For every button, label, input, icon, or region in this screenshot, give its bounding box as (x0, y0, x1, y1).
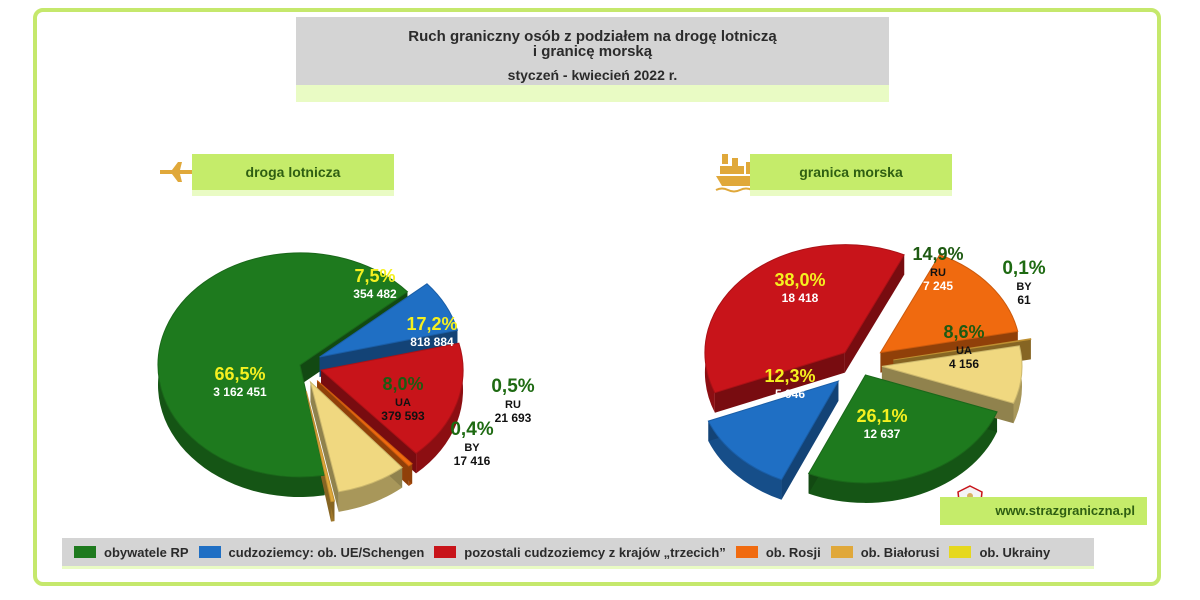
pie-chart-sea: 26,1%12 637 12,3%5 946 38,0%18 418 14,9% RU7… (704, 244, 1046, 503)
title-subtitle: styczeń - kwiecień 2022 r. (507, 67, 678, 83)
website-link[interactable]: www.strazgraniczna.pl (940, 497, 1147, 525)
legend: obywatele RP cudzoziemcy: ob. UE/Schengen… (62, 538, 1094, 566)
pie-slice-wall (844, 254, 905, 373)
pie-slice-eu (707, 380, 840, 481)
pie-slice-third (704, 244, 905, 394)
pie-code-label: BY (1016, 281, 1032, 293)
pie-slice-eu (319, 283, 459, 358)
pie-slice-wall (310, 382, 339, 512)
pie-slice-pl (157, 252, 409, 478)
section-strip-sea (750, 190, 952, 196)
pie-code-label: BY (464, 442, 480, 454)
pie-slice-ru (879, 254, 1019, 354)
pie-slice-side (708, 421, 782, 500)
pie-pct-label: 8,6% (943, 322, 984, 342)
legend-swatch (434, 546, 457, 558)
pie-pct-label: 17,2% (406, 314, 457, 334)
pie-slice-ru (316, 380, 413, 467)
legend-item: cudzoziemcy: ob. UE/Schengen (198, 544, 425, 560)
pie-value-label: 17 416 (454, 454, 491, 468)
pie-value-label: 61 (1017, 293, 1031, 307)
legend-swatch (198, 546, 221, 558)
legend-item: ob. Ukrainy (949, 545, 1050, 560)
legend-item: pozostali cudzoziemcy z krajów „trzecich… (434, 545, 726, 560)
pie-pct-label: 66,5% (214, 364, 265, 384)
legend-label: pozostali cudzoziemcy z krajów „trzecich… (464, 544, 726, 560)
legend-label: ob. Rosji (765, 544, 821, 560)
pie-value-label: 18 418 (782, 291, 819, 305)
pie-value-label: 818 884 (410, 335, 454, 349)
pie-pct-label: 0,5% (491, 376, 534, 397)
pie-value-label: 3 162 451 (213, 385, 267, 399)
legend-label: obywatele RP (104, 544, 189, 560)
pie-pct-label: 14,9% (912, 244, 963, 264)
pie-code-label: RU (930, 267, 946, 279)
legend-label: ob. Białorusi (860, 544, 940, 560)
pie-value-label: 379 593 (381, 409, 425, 423)
title-box: Ruch graniczny osób z podziałem na drogę… (296, 17, 889, 85)
pie-slice-by (305, 391, 336, 503)
pie-code-label: UA (956, 345, 972, 357)
title-line-1: Ruch graniczny osób z podziałem na drogę… (408, 28, 777, 45)
title-strip (296, 85, 889, 102)
pie-pct-label: 0,4% (450, 419, 493, 440)
section-header-sea: granica morska (750, 154, 952, 190)
pie-slice-side (416, 343, 464, 474)
legend-item: ob. Białorusi (830, 544, 940, 560)
pie-slice-side (338, 467, 403, 512)
legend-label: cudzoziemcy: ob. UE/Schengen (228, 544, 425, 560)
pie-slice-pl (807, 374, 998, 484)
legend-label: ob. Ukrainy (979, 544, 1051, 560)
pie-slice-wall (781, 381, 839, 500)
legend-strip (62, 566, 1094, 569)
pie-code-label: UA (395, 397, 411, 409)
legend-swatch (74, 546, 96, 558)
legend-item: obywatele RP (74, 545, 189, 560)
title-line-2: i granicę morską (532, 43, 653, 60)
section-header-air: droga lotnicza (192, 154, 394, 190)
pie-code-label: RU (505, 399, 521, 411)
page-frame (33, 8, 1161, 586)
legend-item: ob. Rosji (735, 544, 821, 560)
pie-pct-label: 0,1% (1002, 258, 1045, 279)
pie-chart-air: 66,5%3 162 451 7,5%354 482 17,2%818 884 0,5… (157, 252, 535, 522)
legend-swatch (830, 546, 853, 558)
pie-pct-label: 38,0% (774, 270, 825, 290)
pie-slice-ua (881, 345, 1023, 404)
pie-slice-ua (309, 380, 403, 493)
pie-value-label: 354 482 (353, 287, 397, 301)
legend-swatch (735, 546, 758, 558)
pie-value-label: 12 637 (864, 427, 901, 441)
pie-slice-third (319, 342, 464, 454)
section-strip-air (192, 190, 394, 196)
pie-pct-label: 7,5% (354, 266, 395, 286)
pie-slice-side (808, 411, 998, 503)
pie-pct-label: 8,0% (382, 374, 423, 394)
legend-swatch (949, 546, 972, 558)
pie-slice-wall (714, 352, 845, 413)
pie-value-label: 7 245 (923, 279, 953, 293)
pie-value-label: 5 946 (775, 387, 805, 401)
pie-value-label: 21 693 (495, 411, 532, 425)
pie-pct-label: 26,1% (856, 406, 907, 426)
pie-slice-by (893, 338, 1032, 361)
pie-pct-label: 12,3% (764, 366, 815, 386)
pie-value-label: 4 156 (949, 357, 979, 371)
